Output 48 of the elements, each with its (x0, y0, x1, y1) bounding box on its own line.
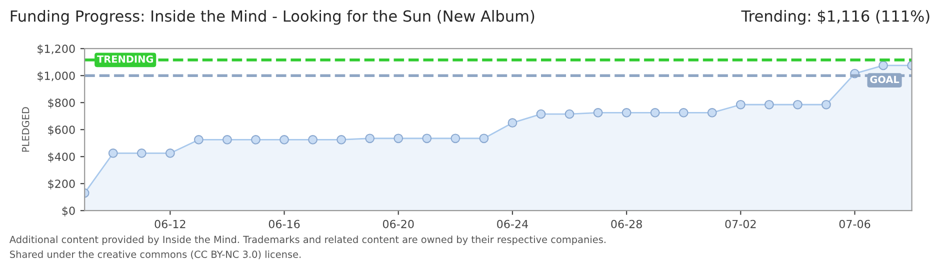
chart-title: Funding Progress: Inside the Mind - Looking for the Sun (New Album) (10, 10, 534, 25)
x-tick-label: 07-02 (725, 220, 756, 228)
point (736, 100, 746, 110)
x-tick-label: 06-28 (611, 220, 642, 228)
point (450, 134, 460, 144)
point (280, 135, 289, 144)
text: Shared under the creative commons (CC BY-NC 3.0) license. (10, 250, 301, 260)
x-tick-label: 06-12 (154, 220, 186, 228)
y-tick-label: $0 (62, 206, 75, 216)
point (108, 148, 118, 158)
point (394, 134, 404, 144)
text: Additional content provided by Inside the Mind. Trademarks and related content are owned by their respective companies. (9, 236, 606, 246)
ref-line-label: GOAL (870, 76, 900, 84)
y-tick-label: $1,000 (38, 71, 75, 82)
point (622, 108, 632, 118)
point (878, 60, 888, 70)
x-tick-label: 06-20 (382, 220, 414, 228)
point (678, 108, 688, 118)
point (422, 134, 432, 144)
point (650, 108, 660, 118)
point (593, 108, 603, 118)
point (336, 135, 346, 144)
ref-line-label: TRENDING (97, 55, 153, 63)
text: Trending: $1,116 (111%) (741, 10, 930, 25)
point (136, 148, 146, 158)
y-tick-label: $600 (48, 125, 75, 136)
point (564, 109, 574, 119)
point (508, 118, 518, 128)
y-tick-label: $400 (48, 152, 75, 162)
point (308, 135, 318, 144)
y-tick-label: $1,200 (38, 44, 75, 54)
x-tick-label: 07-06 (839, 220, 870, 228)
point (165, 148, 175, 158)
x-tick-label: 06-24 (497, 220, 528, 228)
point (793, 100, 802, 110)
point (365, 134, 375, 144)
point (536, 109, 546, 119)
point (707, 108, 717, 118)
point (479, 134, 489, 144)
point (251, 135, 260, 144)
y-tick-label: $800 (48, 98, 75, 108)
point (764, 100, 774, 110)
y-axis-title: PLEDGED (22, 107, 30, 152)
y-tick-label: $200 (48, 179, 75, 190)
point (194, 135, 204, 144)
point (822, 100, 831, 110)
x-tick-label: 06-16 (268, 220, 300, 228)
point (222, 135, 232, 144)
